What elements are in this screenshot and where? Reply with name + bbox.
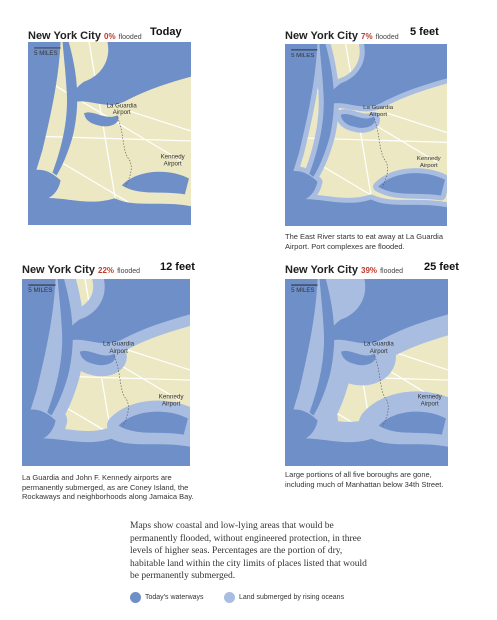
- waterway: [22, 438, 190, 466]
- waterway: [340, 114, 375, 128]
- city-name: New York City: [285, 264, 358, 276]
- airport-label: Airport: [421, 400, 439, 407]
- borough-border: [114, 355, 129, 427]
- waterway: [285, 438, 448, 466]
- legend-swatch: [130, 592, 141, 603]
- city-name: New York City: [22, 264, 95, 276]
- map-caption: The East River starts to eat away at La …: [285, 232, 443, 251]
- scale-label: 5 MILES: [291, 53, 314, 59]
- waterway: [285, 44, 318, 174]
- sea-level: 5 feet: [410, 26, 439, 38]
- waterway: [28, 169, 61, 201]
- waterway: [64, 279, 190, 344]
- scale-label: 5 MILES: [34, 51, 57, 57]
- waterway: [378, 173, 445, 196]
- waterway: [285, 171, 318, 202]
- airport-label: Airport: [109, 348, 128, 355]
- waterway: [285, 409, 318, 441]
- scale-label: 5 MILES: [291, 287, 314, 294]
- scale-label: 5 MILES: [28, 287, 52, 294]
- flood-label: flooded: [117, 268, 141, 275]
- waterway: [22, 279, 56, 413]
- waterway: [309, 279, 335, 416]
- legend-label: Today's waterways: [145, 594, 204, 601]
- sea-level: Today: [150, 26, 182, 38]
- road: [126, 349, 190, 371]
- flood-percent: 39%: [361, 266, 378, 275]
- airport-label: La Guardia: [363, 105, 394, 111]
- waterway: [285, 199, 447, 226]
- airport-label: Airport: [164, 162, 182, 168]
- waterway: [28, 197, 191, 225]
- road: [28, 135, 191, 142]
- map-title: New York City 7% flooded: [285, 30, 399, 42]
- borough-border: [374, 355, 389, 427]
- waterway: [84, 112, 119, 127]
- flood-label: flooded: [380, 268, 404, 275]
- airport-label: La Guardia: [103, 341, 135, 348]
- legend-swatch: [224, 592, 235, 603]
- waterway: [47, 279, 73, 416]
- airport-label: Kennedy: [161, 155, 185, 161]
- road: [285, 136, 447, 143]
- map-title: New York City 39% flooded: [285, 264, 403, 276]
- road: [129, 110, 191, 132]
- airport-label: Kennedy: [418, 393, 443, 400]
- flood-percent: 7%: [361, 32, 373, 41]
- flood-percent: 22%: [98, 266, 115, 275]
- city-name: New York City: [28, 30, 101, 42]
- airport-label: La Guardia: [107, 103, 138, 109]
- waterway: [22, 409, 56, 441]
- waterway: [118, 411, 188, 435]
- airport-label: Airport: [113, 110, 131, 116]
- waterway: [28, 42, 61, 173]
- waterway: [325, 279, 448, 344]
- flood-label: flooded: [375, 34, 399, 41]
- road: [386, 112, 447, 134]
- waterway: [325, 44, 447, 107]
- map-title: New York City 0% flooded: [28, 30, 142, 42]
- waterway: [79, 350, 116, 366]
- city-name: New York City: [285, 30, 358, 42]
- map-title: New York City 22% flooded: [22, 264, 140, 276]
- airport-label: Kennedy: [159, 393, 185, 400]
- waterway: [309, 44, 334, 177]
- airport-label: Airport: [162, 400, 181, 407]
- map-caption: Large portions of all five boroughs are …: [285, 470, 444, 489]
- airport-label: Airport: [420, 163, 438, 169]
- airport-label: Kennedy: [417, 156, 441, 162]
- sea-level: 25 feet: [424, 261, 459, 273]
- airport-label: La Guardia: [364, 341, 395, 348]
- flood-percent: 0%: [104, 32, 116, 41]
- map-caption: La Guardia and John F. Kennedy airports …: [22, 473, 194, 501]
- waterway: [52, 42, 78, 176]
- airport-label: Airport: [370, 348, 388, 355]
- waterway: [378, 411, 446, 435]
- legend-label: Land submerged by rising oceans: [239, 594, 345, 601]
- borough-border: [373, 118, 388, 188]
- waterway: [68, 42, 191, 105]
- airport-label: Airport: [369, 112, 387, 118]
- notes: Maps show coastal and low-lying areas th…: [130, 521, 367, 581]
- flood-label: flooded: [118, 34, 142, 41]
- sea-level: 12 feet: [160, 261, 195, 273]
- waterway: [285, 279, 318, 413]
- borough-border: [117, 117, 132, 187]
- waterway: [341, 350, 376, 366]
- waterway: [121, 171, 189, 195]
